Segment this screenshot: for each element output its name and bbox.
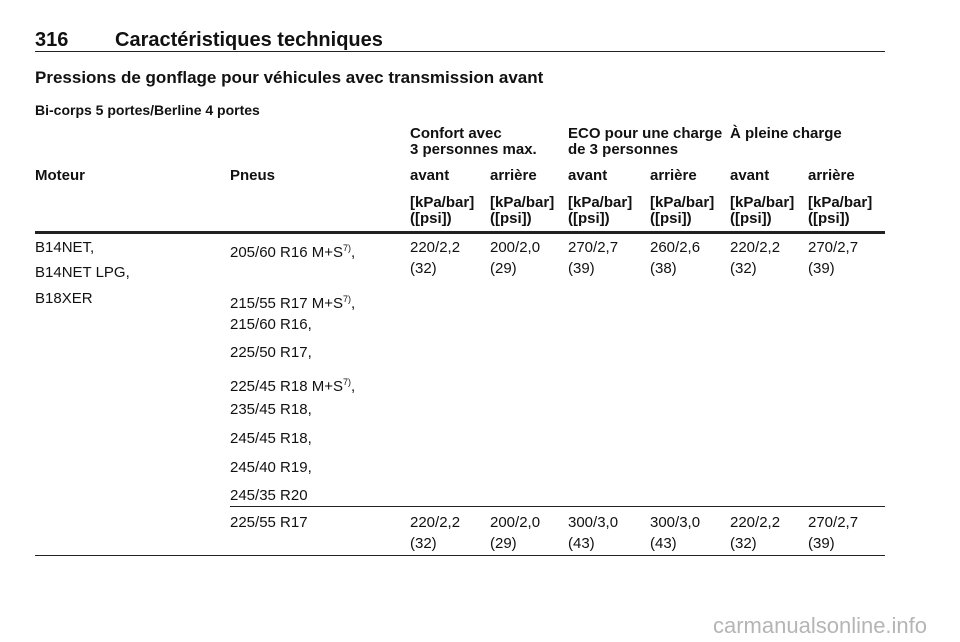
- engine: B14NET,: [35, 239, 95, 256]
- group-header: Confort avec: [410, 125, 502, 142]
- tire-punct: ,: [351, 378, 356, 395]
- row-rule: [230, 506, 885, 507]
- table-bottom-rule: [35, 555, 885, 556]
- unit-header: ([psi]): [730, 210, 772, 227]
- pressure: 260/2,6: [650, 239, 701, 256]
- pressure: (32): [730, 535, 757, 552]
- tire: 225/45 R18 M+S7),: [230, 374, 355, 395]
- pressure: 220/2,2: [730, 239, 781, 256]
- footnote-ref: 7): [343, 243, 352, 253]
- subtitle: Pressions de gonflage pour véhicules ave…: [35, 68, 544, 87]
- tire-size: 215/55 R17 M+S: [230, 295, 343, 312]
- column-header: arrière: [490, 167, 537, 184]
- unit-header: ([psi]): [808, 210, 850, 227]
- unit-header: ([psi]): [490, 210, 532, 227]
- unit-header: [kPa/bar]: [490, 194, 555, 211]
- pressure: 270/2,7: [568, 239, 619, 256]
- pressure: (32): [410, 535, 437, 552]
- unit-header: [kPa/bar]: [568, 194, 633, 211]
- header-rule: [35, 51, 885, 52]
- unit-header: [kPa/bar]: [808, 194, 873, 211]
- tire-size: 205/60 R16 M+S: [230, 244, 343, 261]
- column-header: avant: [410, 167, 450, 184]
- watermark: carmanualsonline.info: [713, 613, 928, 638]
- unit-header: ([psi]): [650, 210, 692, 227]
- pressure: (39): [808, 260, 835, 277]
- group-header: ECO pour une charge: [568, 125, 723, 142]
- pressure: 300/3,0: [568, 514, 619, 531]
- group-header: de 3 personnes: [568, 141, 679, 158]
- unit-header: ([psi]): [568, 210, 610, 227]
- footnote-ref: 7): [343, 377, 352, 387]
- tire: 205/60 R16 M+S7),: [230, 240, 355, 261]
- footnote-ref: 7): [343, 294, 352, 304]
- column-header: avant: [730, 167, 770, 184]
- unit-header: [kPa/bar]: [650, 194, 715, 211]
- tire: 225/50 R17,: [230, 344, 312, 361]
- pressure: 300/3,0: [650, 514, 701, 531]
- pressure: 200/2,0: [490, 514, 541, 531]
- pressure: 220/2,2: [730, 514, 781, 531]
- pressure: 220/2,2: [410, 514, 461, 531]
- tire: 215/60 R16,: [230, 316, 312, 333]
- group-header: 3 personnes max.: [410, 141, 537, 158]
- tire: 245/45 R18,: [230, 430, 312, 447]
- pressure: (29): [490, 535, 517, 552]
- column-header: arrière: [808, 167, 855, 184]
- page-number: 316: [35, 29, 69, 51]
- column-header: arrière: [650, 167, 697, 184]
- pressure: (43): [650, 535, 677, 552]
- pressure: 200/2,0: [490, 239, 541, 256]
- section-title: Bi-corps 5 portes/Berline 4 portes: [35, 102, 260, 118]
- pressure: (39): [808, 535, 835, 552]
- table-head-rule: [35, 231, 885, 234]
- column-header: Moteur: [35, 167, 85, 184]
- group-header: À pleine charge: [730, 125, 842, 142]
- pressure: 220/2,2: [410, 239, 461, 256]
- tire: 235/45 R18,: [230, 401, 312, 418]
- engine: B18XER: [35, 290, 93, 307]
- engine: B14NET LPG,: [35, 264, 130, 281]
- tire: 215/55 R17 M+S7),: [230, 291, 355, 312]
- tire-punct: ,: [351, 244, 356, 261]
- pressure: (32): [410, 260, 437, 277]
- pressure: (38): [650, 260, 677, 277]
- unit-header: [kPa/bar]: [730, 194, 795, 211]
- page-title: Caractéristiques techniques: [115, 29, 383, 51]
- tire-size: 225/45 R18 M+S: [230, 378, 343, 395]
- tire: 245/35 R20: [230, 487, 308, 504]
- column-header: avant: [568, 167, 608, 184]
- pressure: (32): [730, 260, 757, 277]
- pressure: 270/2,7: [808, 239, 859, 256]
- tire-punct: ,: [351, 295, 356, 312]
- pressure: 270/2,7: [808, 514, 859, 531]
- unit-header: [kPa/bar]: [410, 194, 475, 211]
- pressure: (29): [490, 260, 517, 277]
- tire: 245/40 R19,: [230, 459, 312, 476]
- tire: 225/55 R17: [230, 514, 308, 531]
- pressure: (39): [568, 260, 595, 277]
- column-header: Pneus: [230, 167, 276, 184]
- unit-header: ([psi]): [410, 210, 452, 227]
- pressure: (43): [568, 535, 595, 552]
